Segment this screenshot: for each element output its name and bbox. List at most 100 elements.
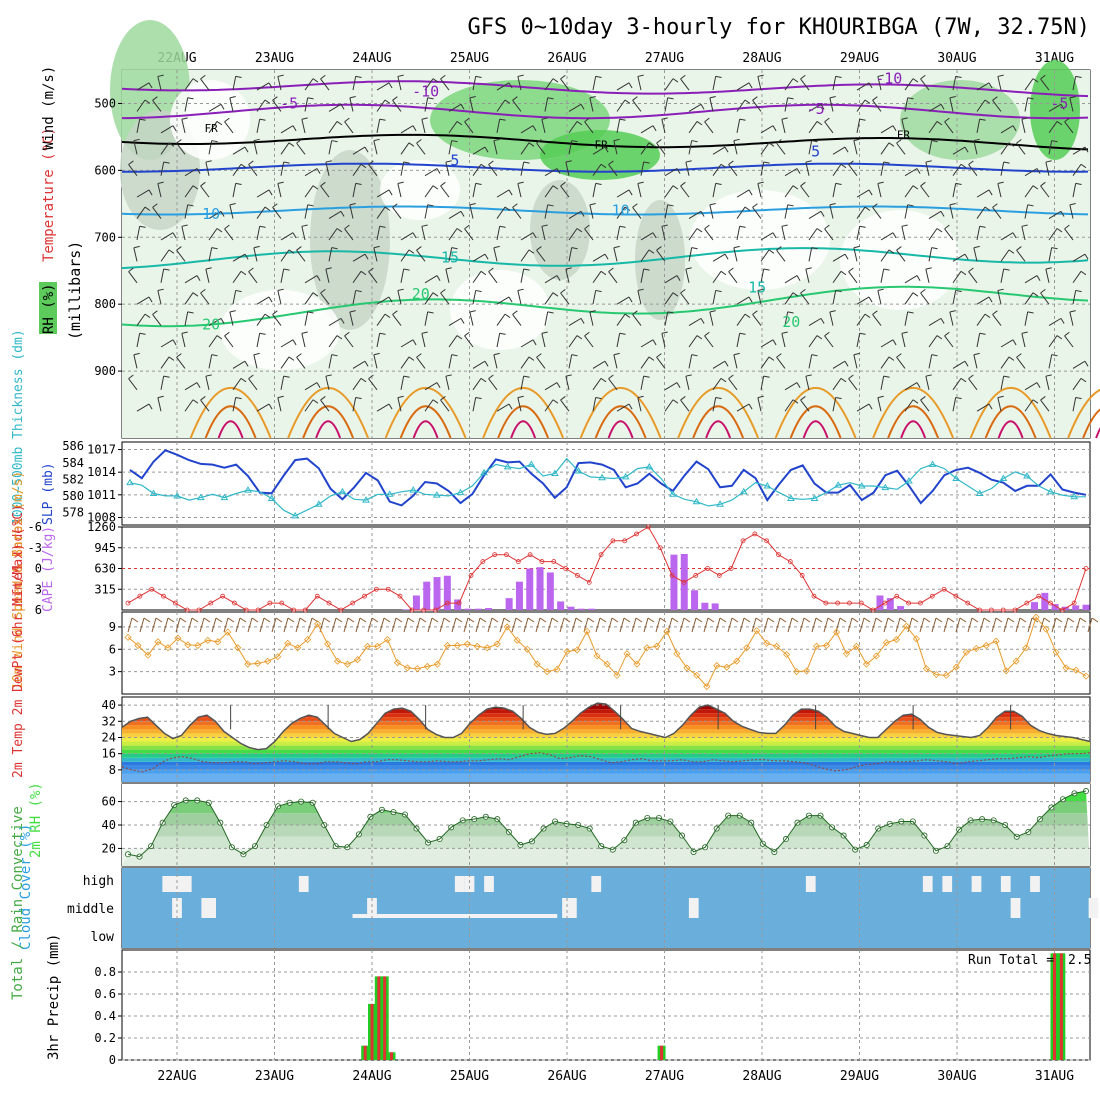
wind-barb-flag bbox=[403, 161, 410, 164]
wind-barb-flag bbox=[1051, 140, 1058, 143]
top-date-label: 27AUG bbox=[645, 51, 684, 66]
cloud-bar-high bbox=[942, 876, 953, 892]
wind-barb bbox=[640, 339, 654, 348]
wind-barb bbox=[760, 375, 765, 390]
wind-barb-flag bbox=[680, 181, 686, 187]
thickness-marker bbox=[975, 489, 984, 496]
wind-barb bbox=[184, 311, 189, 326]
wind10m-barb-flag bbox=[683, 617, 691, 623]
wind-barb-flag bbox=[691, 247, 698, 250]
wind-barb-flag bbox=[680, 288, 686, 294]
cape-bar bbox=[402, 609, 410, 610]
wind-barb-flag bbox=[565, 374, 572, 377]
wind10m-barb bbox=[775, 617, 781, 633]
wind10m-barb bbox=[583, 617, 589, 633]
wind-barb-flag bbox=[272, 310, 278, 315]
wind10m-barb bbox=[823, 617, 829, 633]
wind-barb bbox=[1045, 376, 1050, 390]
wind-barb bbox=[1000, 142, 1010, 155]
wind-barb bbox=[584, 335, 594, 348]
wind-barb-flag bbox=[1060, 104, 1065, 110]
wind-barb-flag bbox=[619, 118, 626, 121]
wind-barb bbox=[544, 275, 558, 284]
wind-barb-flag bbox=[984, 313, 991, 318]
wind-barb-flag bbox=[148, 189, 153, 196]
wind-barb-flag bbox=[916, 275, 921, 281]
wind-barb-flag bbox=[676, 168, 681, 174]
wind-barb bbox=[712, 397, 717, 412]
li-marker bbox=[1083, 566, 1089, 571]
contour-label: 10 bbox=[612, 202, 630, 220]
wind-barb-flag bbox=[772, 125, 777, 132]
wind10m-barb-flag bbox=[995, 617, 1003, 623]
wind-barb-flag bbox=[792, 399, 799, 404]
wind-speed-marker bbox=[453, 641, 461, 650]
wind-barb-flag bbox=[523, 268, 530, 271]
bottom-date-label: 31AUG bbox=[1035, 1069, 1074, 1084]
wind-barb-flag bbox=[835, 182, 842, 186]
thickness-marker bbox=[432, 491, 441, 498]
wind-barb-flag bbox=[416, 353, 422, 358]
wind-barb-flag bbox=[192, 78, 199, 83]
wind-speed-marker bbox=[573, 646, 581, 654]
contour-25 bbox=[677, 386, 760, 439]
wind-barb bbox=[757, 76, 762, 91]
wind-barb-flag bbox=[475, 397, 482, 400]
cloud-bar-high bbox=[298, 876, 309, 892]
wind-barb-flag bbox=[656, 139, 662, 144]
wind10m-barb bbox=[271, 617, 277, 633]
wind-barb-flag bbox=[992, 203, 998, 208]
wind-barb bbox=[424, 168, 438, 177]
wind-speed-marker bbox=[683, 664, 691, 672]
wind-barb bbox=[152, 314, 162, 326]
wind-barb bbox=[920, 399, 930, 412]
wind-barb bbox=[184, 275, 198, 284]
wind10m-barb bbox=[835, 617, 841, 633]
wind-barb bbox=[973, 354, 978, 369]
wind10m-barb bbox=[631, 617, 637, 633]
wind-barb-flag bbox=[672, 399, 679, 404]
wind-barb bbox=[256, 226, 261, 241]
thickness-tick-label: 584 bbox=[62, 456, 84, 470]
wind-barb bbox=[1016, 249, 1026, 262]
wind-barb bbox=[901, 119, 906, 134]
wind-barb-flag bbox=[384, 99, 391, 104]
wind-barb-flag bbox=[877, 288, 884, 292]
wind-barb bbox=[968, 164, 978, 177]
bottom-date-label: 25AUG bbox=[450, 1069, 489, 1084]
wind-barb bbox=[832, 146, 846, 155]
wind-barb bbox=[784, 275, 798, 284]
wind-barb-flag bbox=[613, 138, 620, 142]
contour-freezing bbox=[121, 133, 1089, 151]
wind-barb-flag bbox=[355, 75, 362, 78]
wind-barb bbox=[421, 333, 426, 348]
wind-barb bbox=[808, 103, 822, 112]
wind-barb bbox=[976, 206, 986, 219]
li-marker bbox=[799, 573, 805, 578]
wind-barb bbox=[661, 119, 666, 134]
p4-frame bbox=[121, 611, 1091, 695]
temp-band bbox=[122, 761, 1090, 766]
wind-barb-flag bbox=[776, 139, 782, 144]
wind-barb-flag bbox=[408, 356, 415, 361]
wind-barb bbox=[160, 375, 165, 390]
wind-speed-marker bbox=[1002, 667, 1010, 675]
wind-barb-flag bbox=[480, 270, 487, 276]
wind-barb-flag bbox=[187, 97, 194, 100]
wind10m-barb-flag bbox=[1007, 617, 1015, 623]
wind10m-barb bbox=[391, 617, 397, 633]
wind-barb-flag bbox=[728, 160, 734, 165]
wind-barb-flag bbox=[1084, 253, 1089, 260]
wind-barb bbox=[472, 378, 482, 391]
wind-speed-marker bbox=[832, 628, 841, 636]
wind-barb bbox=[277, 290, 282, 305]
wind-barb-flag bbox=[1080, 377, 1087, 383]
wind10m-barb-flag bbox=[923, 617, 931, 623]
wind-barb bbox=[373, 140, 378, 155]
wind-barb bbox=[1069, 97, 1074, 112]
wind-barb-flag bbox=[604, 253, 609, 260]
li-marker bbox=[362, 593, 367, 599]
wind-speed-marker bbox=[743, 644, 751, 652]
wind-barb-flag bbox=[848, 374, 854, 380]
